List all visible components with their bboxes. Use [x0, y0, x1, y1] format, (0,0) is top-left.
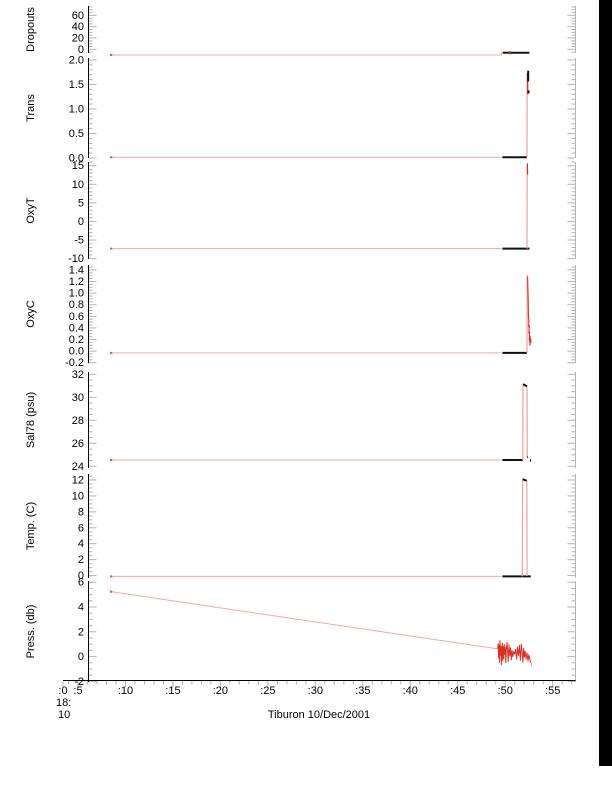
x-axis: :0 :5 :10 :15 :20 :25 :30 :35 :40 :45 :50 :55 18:10 T…	[56, 680, 576, 721]
x-tick-label: :35	[355, 685, 370, 697]
y-tick-label: 10	[72, 179, 84, 191]
x-tick-label: :45	[450, 685, 465, 697]
y-tick-label: 0.0	[69, 346, 84, 358]
y-tick-label: 0	[78, 570, 84, 582]
x-tick-label: :0	[58, 685, 67, 697]
y-tick-label: 20	[72, 33, 84, 45]
y-tick-label: 0.8	[69, 299, 84, 311]
y-tick-label: 1.2	[69, 276, 84, 288]
trace-black	[522, 383, 528, 388]
x-tick-label: :50	[498, 685, 513, 697]
y-tick-label: 0.2	[69, 334, 84, 346]
y-axis-title: Dropouts	[25, 7, 37, 52]
x-tick-label: :55	[545, 685, 560, 697]
y-tick-label: 28	[72, 415, 84, 427]
y-tick-label: 6	[78, 522, 84, 534]
y-tick-label: -2	[74, 676, 84, 688]
y-tick-label: 2.0	[69, 54, 84, 66]
y-tick-label: 24	[72, 461, 84, 473]
panel-Press: 6 4 2 0 -2 Press. (db)	[25, 577, 576, 688]
trace-black	[522, 478, 528, 482]
y-tick-label: 5	[78, 197, 84, 209]
panel-Trans: 2.0 1.5 1.0 0.5 0.0 Trans	[25, 54, 576, 165]
y-tick-label: -10	[68, 253, 84, 265]
trace-pink	[110, 52, 529, 56]
y-axis-title: Sal78 (psu)	[25, 392, 37, 448]
x-tick-label: :10	[118, 685, 133, 697]
y-tick-label: 0.5	[69, 128, 84, 140]
y-axis-title: Temp. (C)	[25, 502, 37, 550]
y-axis-title: OxyT	[25, 197, 37, 224]
y-tick-label: 2	[78, 554, 84, 566]
panel-Sal78: 32 30 28 26 24 Sal78 (psu)	[25, 369, 576, 473]
y-tick-label: 0	[78, 44, 84, 56]
panel-OxyT: 15 10 5 0 -5 -10 OxyT	[25, 160, 576, 265]
y-tick-label: 12	[72, 474, 84, 486]
panel-Temp: 12 10 8 6 4 2 0 Temp. (C)	[25, 474, 576, 582]
x-axis-title: Tiburon 10/Dec/2001	[268, 709, 370, 721]
y-tick-label: 0	[78, 651, 84, 663]
y-tick-label: 32	[72, 369, 84, 381]
trace-pink	[109, 591, 498, 650]
x-tick-label: :15	[165, 685, 180, 697]
x-tick-label: :40	[403, 685, 418, 697]
y-tick-label: 1.4	[69, 264, 84, 276]
y-tick-label: 60	[72, 10, 84, 22]
trace-red	[527, 276, 532, 346]
x-axis-hour-label: 18:	[56, 697, 71, 709]
x-tick-label: :20	[213, 685, 228, 697]
y-tick-label: 0.4	[69, 322, 84, 334]
x-tick-label: :30	[308, 685, 323, 697]
x-tick-label: :25	[260, 685, 275, 697]
y-tick-label: 1.0	[69, 103, 84, 115]
y-tick-label: 10	[72, 490, 84, 502]
y-tick-label: 4	[78, 538, 84, 550]
y-tick-label: 0.0	[69, 153, 84, 165]
y-tick-label: 6	[78, 577, 84, 589]
right-edge-black-strip	[599, 0, 612, 766]
y-axis-title: Trans	[25, 94, 37, 122]
panel-OxyC: 1.41.21.00.80.60.40.20.0-0.2 OxyC	[25, 264, 576, 369]
y-tick-label: 30	[72, 392, 84, 404]
trace-red	[497, 640, 532, 666]
y-tick-label: 4	[78, 602, 84, 614]
y-axis-title: OxyC	[25, 300, 37, 328]
y-tick-label: 1.5	[69, 79, 84, 91]
y-tick-label: 40	[72, 21, 84, 33]
y-tick-label: 0.6	[69, 311, 84, 323]
y-tick-label: -5	[74, 235, 84, 247]
y-tick-label: 0	[78, 216, 84, 228]
y-axis-title: Press. (db)	[25, 605, 37, 659]
y-tick-label: -0.2	[65, 357, 84, 369]
x-tick-label: :5	[73, 685, 82, 697]
y-tick-label: 15	[72, 160, 84, 172]
y-tick-label: 26	[72, 438, 84, 450]
y-tick-label: 2	[78, 626, 84, 638]
y-tick-label: 8	[78, 506, 84, 518]
x-axis-day-label: 10	[58, 709, 70, 721]
y-tick-label: 1.0	[69, 288, 84, 300]
